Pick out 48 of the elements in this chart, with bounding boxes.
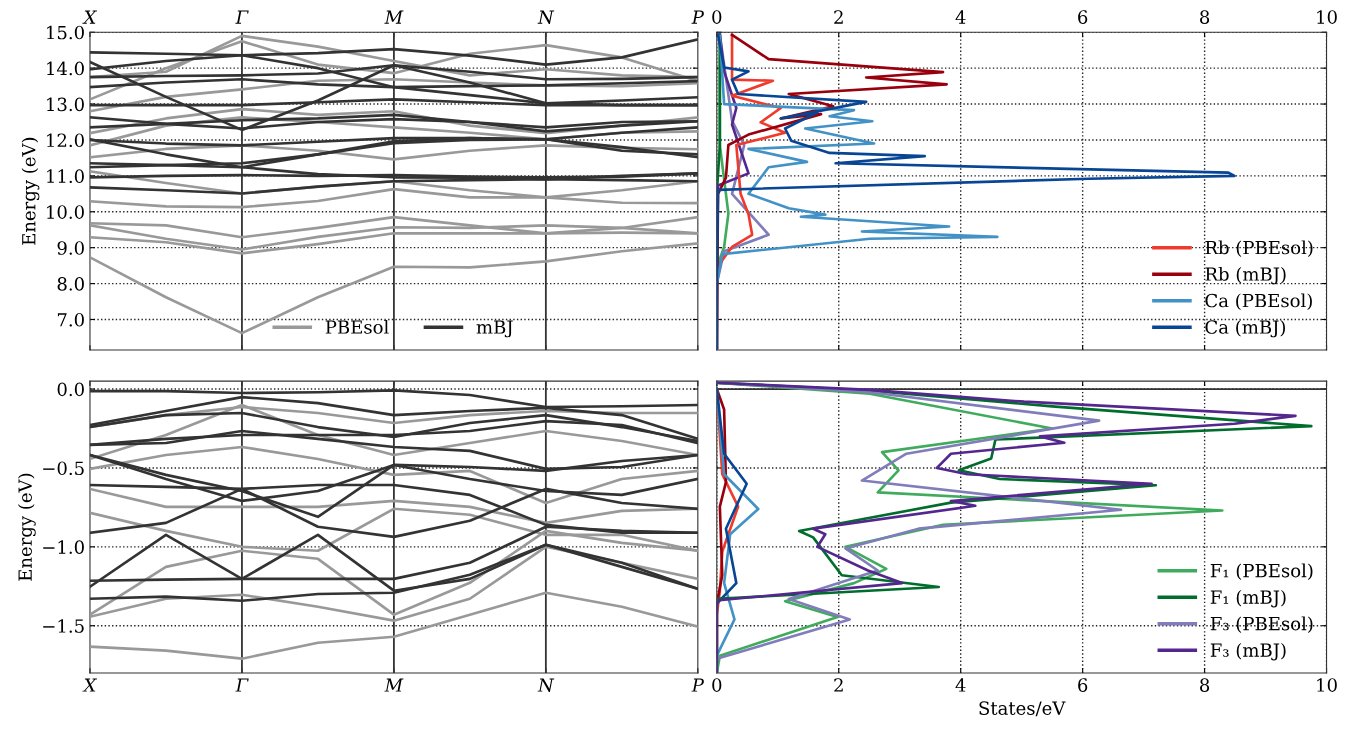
y-tick-label: 8.0 [57, 277, 84, 291]
legend-label: Rb (PBEsol) [1205, 240, 1313, 257]
legend-label: F₁ (mBJ) [1210, 589, 1286, 608]
x-tick-label: 10 [1317, 678, 1337, 692]
y-tick-label: −1.0 [43, 540, 84, 554]
y-tick-label: 14.0 [47, 61, 84, 76]
legend-label: F₁ (PBEsol) [1210, 563, 1313, 580]
legend-label: Rb (mBJ) [1205, 266, 1286, 285]
x-tick-label: 8 [1200, 678, 1210, 692]
y-tick-label: 7.0 [57, 312, 84, 327]
y-tick-label: 15.0 [47, 25, 84, 40]
legend-label: F₃ (PBEsol) [1210, 616, 1313, 633]
x-tick-label: X [82, 678, 97, 692]
x-tick-label: M [384, 678, 404, 692]
x-tick-label: P [691, 10, 704, 24]
y-tick-label: −1.5 [43, 619, 84, 633]
x-tick-label: 6 [1078, 10, 1088, 24]
x-tick-label: 0 [712, 10, 722, 24]
x-tick-label: Γ [235, 10, 249, 24]
legend-label: PBEsol [325, 319, 389, 334]
x-tick-label: 6 [1078, 678, 1088, 692]
legend-label: F₃ (mBJ) [1210, 642, 1286, 661]
x-tick-label: P [691, 678, 704, 692]
y-tick-label: 11.0 [47, 169, 84, 183]
y-tick-label: 9.0 [57, 241, 84, 255]
x-tick-label: N [537, 678, 555, 692]
y-tick-label: 10.0 [47, 205, 84, 219]
x-tick-label: 4 [955, 678, 966, 692]
legend-label: Ca (PBEsol) [1205, 293, 1312, 310]
y-tick-label: 13.0 [47, 97, 84, 112]
x-tick-label: 10 [1317, 10, 1337, 24]
x-tick-label: Γ [235, 678, 249, 692]
x-tick-label: N [537, 10, 555, 24]
x-tick-label: X [82, 10, 97, 24]
y-tick-label: −0.5 [43, 461, 84, 476]
x-tick-label: 4 [955, 10, 966, 24]
x-tick-label: 8 [1200, 10, 1210, 24]
x-tick-label: 2 [834, 10, 843, 24]
x-axis-title: States/eV [979, 701, 1066, 717]
legend-label: mBJ [476, 320, 513, 338]
y-axis-title: Energy (eV) [17, 473, 36, 581]
x-tick-label: M [384, 10, 404, 24]
legend-label: Ca (mBJ) [1205, 319, 1286, 338]
y-axis-title: Energy (eV) [21, 137, 40, 245]
x-tick-label: 2 [834, 678, 843, 692]
y-tick-label: 0.0 [57, 382, 84, 397]
y-tick-label: 12.0 [47, 133, 84, 148]
x-tick-label: 0 [712, 678, 722, 692]
